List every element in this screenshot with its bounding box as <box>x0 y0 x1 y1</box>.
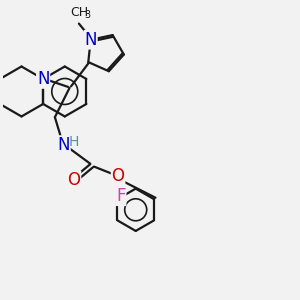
Text: N: N <box>37 70 50 88</box>
Text: H: H <box>69 135 79 149</box>
Text: O: O <box>112 167 124 185</box>
Text: O: O <box>68 171 80 189</box>
Text: CH: CH <box>70 6 88 19</box>
Text: N: N <box>84 31 97 49</box>
Text: N: N <box>58 136 70 154</box>
Text: F: F <box>116 187 126 205</box>
Text: 3: 3 <box>84 10 90 20</box>
